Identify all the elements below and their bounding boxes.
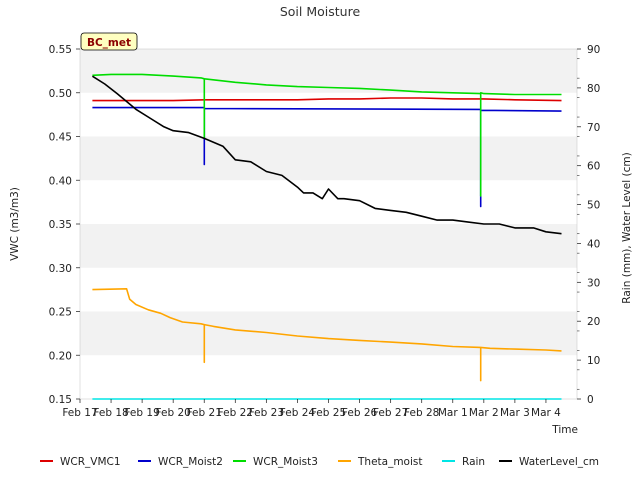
y2-tick-label: 0 <box>587 394 594 406</box>
site-badge: BC_met <box>80 32 138 51</box>
x-tick-label: Mar 2 <box>469 407 499 419</box>
x-tick-label: Feb 25 <box>311 407 346 419</box>
x-axis-title: Time <box>551 424 578 436</box>
y-tick-label: 0.30 <box>49 263 72 275</box>
chart-title: Soil Moisture <box>280 4 361 19</box>
y-tick-label: 0.35 <box>49 219 72 231</box>
grid-band <box>80 136 577 181</box>
y2-tick-label: 50 <box>587 200 600 212</box>
x-tick-label: Mar 1 <box>438 407 468 419</box>
y-tick-label: 0.55 <box>49 44 72 56</box>
grid-bands <box>80 49 577 399</box>
legend-label: WCR_VMC1 <box>60 456 121 468</box>
series-line-wcr-vmc1 <box>92 97 562 102</box>
y2-axis-title: Rain (mm), Water Level (cm) <box>621 152 633 303</box>
x-tick-label: Feb 20 <box>156 407 191 419</box>
legend-label: WaterLevel_cm <box>519 456 599 468</box>
y-tick-label: 0.15 <box>49 394 72 406</box>
grid-band <box>80 267 577 312</box>
series-line-theta-moist <box>92 287 562 382</box>
y2-tick-label: 20 <box>587 316 600 328</box>
x-tick-label: Feb 18 <box>93 407 128 419</box>
legend-label: Theta_moist <box>357 456 423 468</box>
y2-tick-label: 90 <box>587 44 600 56</box>
site-badge-box <box>80 32 138 51</box>
legend-label: WCR_Moist3 <box>253 456 318 468</box>
x-tick-label: Mar 3 <box>500 407 530 419</box>
x-tick-label: Feb 17 <box>62 407 97 419</box>
x-tick-label: Mar 4 <box>531 407 561 419</box>
y-tick-label: 0.40 <box>49 175 72 187</box>
y2-tick-label: 80 <box>587 83 600 95</box>
legend-label: WCR_Moist2 <box>158 456 223 468</box>
y2-tick-label: 10 <box>587 355 600 367</box>
y-tick-label: 0.45 <box>49 132 72 144</box>
y-axis-right: 0 10 20 30 40 50 60 70 80 90 <box>577 44 600 406</box>
x-tick-label: Feb 27 <box>373 407 408 419</box>
series-layer <box>91 73 562 400</box>
x-tick-label: Feb 26 <box>342 407 378 419</box>
y-tick-label: 0.25 <box>49 307 72 319</box>
series-line-wcr-moist3 <box>92 73 562 197</box>
x-tick-label: Feb 23 <box>249 407 284 419</box>
y-axis-title: VWC (m3/m3) <box>9 187 21 261</box>
y-tick-label: 0.50 <box>49 88 72 100</box>
y2-tick-label: 60 <box>587 161 600 173</box>
x-tick-label: Feb 21 <box>187 407 222 419</box>
x-tick-label: Feb 24 <box>280 407 316 419</box>
grid-band <box>80 49 577 93</box>
y2-tick-label: 30 <box>587 277 600 289</box>
x-tick-label: Feb 28 <box>404 407 439 419</box>
series-line-waterlevel-cm <box>91 75 562 235</box>
grid-band <box>80 224 577 268</box>
grid-band <box>80 355 577 399</box>
y2-tick-label: 70 <box>587 122 600 134</box>
x-tick-label: Feb 22 <box>218 407 253 419</box>
y-axis-left: 0.15 0.20 0.25 0.30 0.35 0.40 0.45 0.50 0.55 <box>49 44 80 406</box>
x-tick-label: Feb 19 <box>124 407 159 419</box>
grid-band <box>80 180 577 224</box>
y-tick-label: 0.20 <box>49 350 72 362</box>
y2-tick-label: 40 <box>587 238 600 250</box>
legend-label: Rain <box>462 456 485 468</box>
site-badge-label: BC_met <box>87 37 131 49</box>
legend: WCR_VMC1 WCR_Moist2 WCR_Moist3 Theta_moist R… <box>40 456 599 468</box>
